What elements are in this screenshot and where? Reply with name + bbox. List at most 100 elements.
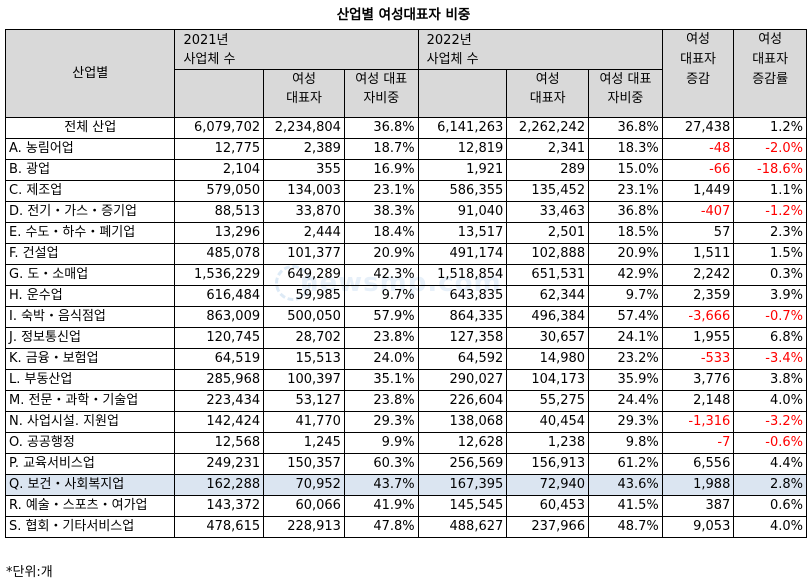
cell-b21: 6,079,702 <box>174 117 265 139</box>
table-title: 산업별 여성대표자 비중 <box>336 7 471 23</box>
industry-table: 산업별 2021년 사업체 수 2022년 사업체 수 여성 대표자 증감 여성… <box>4 29 807 538</box>
cell-r22: 42.9% <box>588 264 663 286</box>
header-2021-female-rep: 여성 대표자 <box>263 69 345 118</box>
cell-r21: 23.8% <box>343 327 419 349</box>
cell-f21: 134,003 <box>263 180 345 202</box>
cell-b21: 12,568 <box>174 432 265 454</box>
cell-b22: 1,518,854 <box>417 264 508 286</box>
table-row: D. 전기・가스・증기업 88,513 33,870 38.3% 91,040 33,46… <box>4 201 807 223</box>
cell-f22: 1,238 <box>506 432 590 454</box>
cell-b22: 145,545 <box>417 495 508 517</box>
cell-chg: -48 <box>661 138 735 160</box>
table-row: Q. 보건・사회복지업 162,288 70,952 43.7% 167,395 72,9… <box>4 474 807 496</box>
cell-b21: 478,615 <box>174 516 265 538</box>
cell-r22: 18.3% <box>588 138 663 160</box>
cell-b22: 491,174 <box>417 243 508 265</box>
cell-r21: 47.8% <box>343 516 419 538</box>
cell-r21: 35.1% <box>343 369 419 391</box>
cell-f21: 41,770 <box>263 411 345 433</box>
cell-b21: 485,078 <box>174 243 265 265</box>
cell-b21: 285,968 <box>174 369 265 391</box>
cell-f21: 355 <box>263 159 345 181</box>
table-row: F. 건설업 485,078 101,377 20.9% 491,174 102,888 2… <box>4 243 807 265</box>
cell-rate: -3.2% <box>733 411 807 433</box>
cell-rate: -3.4% <box>733 348 807 370</box>
cell-b22: 864,335 <box>417 306 508 328</box>
cell-r22: 20.9% <box>588 243 663 265</box>
cell-b22: 12,819 <box>417 138 508 160</box>
cell-r22: 24.1% <box>588 327 663 349</box>
table-body: 전체 산업 6,079,702 2,234,804 36.8% 6,141,263 2,2… <box>4 117 807 538</box>
table-row: C. 제조업 579,050 134,003 23.1% 586,355 135,452 2… <box>4 180 807 202</box>
cell-b22: 91,040 <box>417 201 508 223</box>
cell-rate: 4.0% <box>733 516 807 538</box>
cell-r21: 42.3% <box>343 264 419 286</box>
cell-b21: 2,104 <box>174 159 265 181</box>
industry-name: P. 교육서비스업 <box>4 453 176 475</box>
cell-r22: 23.1% <box>588 180 663 202</box>
cell-chg: -3,666 <box>661 306 735 328</box>
industry-name: J. 정보통신업 <box>4 327 176 349</box>
industry-name: B. 광업 <box>4 159 176 181</box>
cell-r22: 36.8% <box>588 117 663 139</box>
cell-r21: 9.9% <box>343 432 419 454</box>
industry-name: O. 공공행정 <box>4 432 176 454</box>
cell-rate: 4.4% <box>733 453 807 475</box>
cell-chg: 2,242 <box>661 264 735 286</box>
industry-name: Q. 보건・사회복지업 <box>4 474 176 496</box>
industry-name: K. 금융・보험업 <box>4 348 176 370</box>
table-row: R. 예술・스포츠・여가업 143,372 60,066 41.9% 145,545 60… <box>4 495 807 517</box>
cell-r21: 16.9% <box>343 159 419 181</box>
cell-f21: 2,389 <box>263 138 345 160</box>
cell-b21: 223,434 <box>174 390 265 412</box>
cell-f22: 60,453 <box>506 495 590 517</box>
cell-r21: 41.9% <box>343 495 419 517</box>
cell-chg: 3,776 <box>661 369 735 391</box>
cell-b21: 863,009 <box>174 306 265 328</box>
header-industry: 산업별 <box>4 29 176 118</box>
cell-r21: 20.9% <box>343 243 419 265</box>
header-2022-female-ratio: 여성 대표 자비중 <box>588 69 663 118</box>
header-2021-spacer <box>174 69 265 118</box>
cell-r21: 18.7% <box>343 138 419 160</box>
cell-f22: 104,173 <box>506 369 590 391</box>
cell-b21: 579,050 <box>174 180 265 202</box>
cell-f21: 28,702 <box>263 327 345 349</box>
cell-chg: -1,316 <box>661 411 735 433</box>
cell-r22: 18.5% <box>588 222 663 244</box>
cell-rate: 2.8% <box>733 474 807 496</box>
unit-note: *단위:개 <box>6 565 53 580</box>
cell-chg: -66 <box>661 159 735 181</box>
cell-f21: 70,952 <box>263 474 345 496</box>
industry-name: L. 부동산업 <box>4 369 176 391</box>
cell-f21: 1,245 <box>263 432 345 454</box>
cell-chg: -533 <box>661 348 735 370</box>
cell-f21: 2,444 <box>263 222 345 244</box>
cell-b22: 138,068 <box>417 411 508 433</box>
cell-f22: 135,452 <box>506 180 590 202</box>
table-row: J. 정보통신업 120,745 28,702 23.8% 127,358 30,657 2… <box>4 327 807 349</box>
cell-r22: 61.2% <box>588 453 663 475</box>
cell-r21: 23.8% <box>343 390 419 412</box>
cell-chg: 6,556 <box>661 453 735 475</box>
industry-name: F. 건설업 <box>4 243 176 265</box>
cell-rate: 2.3% <box>733 222 807 244</box>
cell-f21: 59,985 <box>263 285 345 307</box>
industry-name: S. 협회・기타서비스업 <box>4 516 176 538</box>
table-row: M. 전문・과학・기술업 223,434 53,127 23.8% 226,604 55,… <box>4 390 807 412</box>
header-2022-female-rep: 여성 대표자 <box>506 69 590 118</box>
cell-rate: 3.8% <box>733 369 807 391</box>
cell-rate: 1.5% <box>733 243 807 265</box>
cell-r21: 23.1% <box>343 180 419 202</box>
cell-f21: 101,377 <box>263 243 345 265</box>
industry-name: G. 도・소매업 <box>4 264 176 286</box>
cell-b21: 142,424 <box>174 411 265 433</box>
cell-r22: 43.6% <box>588 474 663 496</box>
cell-rate: 0.6% <box>733 495 807 517</box>
header-change: 여성 대표자 증감 <box>661 29 735 118</box>
cell-b21: 249,231 <box>174 453 265 475</box>
cell-f21: 649,289 <box>263 264 345 286</box>
cell-r21: 38.3% <box>343 201 419 223</box>
cell-f22: 651,531 <box>506 264 590 286</box>
cell-rate: 1.1% <box>733 180 807 202</box>
